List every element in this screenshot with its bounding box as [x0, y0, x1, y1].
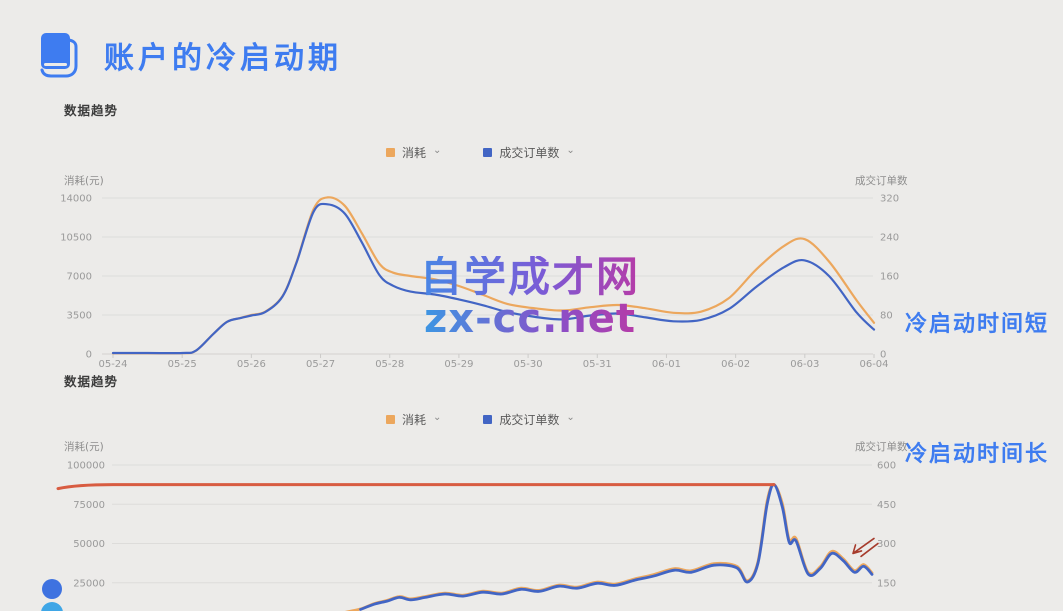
x-axis-tick-label: 06-01: [652, 359, 681, 370]
right-axis-tick-label: 450: [877, 500, 896, 511]
left-axis-tick-label: 10500: [60, 233, 92, 244]
side-note-long: 冷启动时间长: [905, 442, 1050, 467]
left-axis-tick-label: 100000: [67, 461, 105, 472]
left-axis-tick-label: 3500: [67, 311, 92, 322]
right-axis-tick-label: 80: [880, 311, 893, 322]
page-header: 账户的冷启动期: [36, 30, 342, 80]
legend-item-orders[interactable]: 成交订单数 ⌄: [483, 411, 575, 428]
right-axis-tick-label: 300: [877, 539, 896, 550]
right-axis-tick-label: 150: [877, 578, 896, 589]
left-axis-tick-label: 25000: [73, 578, 105, 589]
right-axis-tick-label: 240: [880, 233, 899, 244]
right-axis-tick-label: 0: [880, 350, 886, 361]
watermark-line-1: 自学成才网: [400, 255, 660, 299]
left-axis-title: 消耗(元): [64, 174, 104, 187]
legend-item-orders[interactable]: 成交订单数 ⌄: [483, 144, 575, 161]
right-axis-tick-label: 160: [880, 272, 899, 283]
decor-dot-dark-blue: [42, 579, 62, 599]
x-axis-tick-label: 05-29: [444, 359, 473, 370]
x-axis-tick-label: 06-03: [790, 359, 819, 370]
left-axis-tick-label: 7000: [67, 272, 92, 283]
trend-chart-short-coldstart: 0 3500 7000 10500 14000 0 80 160 240 320 消耗(元) 成交订单…: [60, 174, 908, 370]
series-line-spend: [344, 483, 874, 611]
orders-series-swatch: [483, 148, 493, 157]
x-axis-tick-label: 05-25: [168, 359, 197, 370]
x-axis-tick-label: 05-24: [98, 359, 127, 370]
right-axis-title: 成交订单数: [855, 174, 908, 187]
series-line-orders: [111, 202, 876, 355]
spend-series-swatch: [386, 415, 395, 424]
left-axis-tick-label: 14000: [60, 194, 92, 205]
x-axis-tick-label: 05-27: [306, 359, 335, 370]
page-title: 账户的冷启动期: [104, 41, 342, 76]
series-line-orders: [359, 483, 874, 611]
decor-dot-light-blue: [41, 602, 63, 611]
left-axis-tick-label: 75000: [73, 500, 105, 511]
spend-series-swatch: [386, 148, 395, 157]
x-axis-tick-label: 06-04: [859, 359, 888, 370]
cold-start-annotation-line: [56, 483, 776, 491]
legend-item-spend[interactable]: 消耗 ⌄: [386, 144, 441, 161]
side-note-short: 冷启动时间短: [905, 312, 1050, 337]
trend-chart-long-coldstart: 25000 50000 75000 100000 150 300 450 600 消耗(元) 成交…: [56, 440, 908, 611]
legend-label: 成交订单数: [499, 413, 560, 427]
right-axis-tick-label: 320: [880, 194, 899, 205]
legend-label: 消耗: [402, 413, 427, 427]
left-axis-tick-label: 50000: [73, 539, 105, 550]
orders-series-swatch: [483, 415, 493, 424]
chevron-down-icon[interactable]: ⌄: [433, 144, 442, 156]
watermark-line-2: zx-cc.net: [400, 299, 660, 340]
section-2-label: 数据趋势: [64, 374, 119, 389]
left-axis-tick-label: 0: [86, 350, 92, 361]
x-axis-tick-label: 05-28: [375, 359, 404, 370]
legend-label: 成交订单数: [499, 146, 560, 160]
legend-item-spend[interactable]: 消耗 ⌄: [386, 411, 441, 428]
book-icon: [40, 33, 78, 78]
chevron-down-icon[interactable]: ⌄: [566, 144, 575, 156]
right-axis-title: 成交订单数: [855, 440, 908, 453]
hand-drawn-arrow-icon: [852, 537, 879, 558]
chart-1-legend: 消耗 ⌄ 成交订单数 ⌄: [386, 144, 575, 161]
watermark: 自学成才网 zx-cc.net: [400, 255, 660, 340]
right-axis-tick-label: 600: [877, 461, 896, 472]
x-axis-tick-label: 05-26: [237, 359, 266, 370]
x-axis-tick-label: 05-30: [514, 359, 543, 370]
left-axis-title: 消耗(元): [64, 440, 104, 453]
section-1-label: 数据趋势: [64, 103, 119, 118]
x-axis-tick-label: 06-02: [721, 359, 750, 370]
x-axis-tick-label: 05-31: [583, 359, 612, 370]
chevron-down-icon[interactable]: ⌄: [566, 411, 575, 423]
chevron-down-icon[interactable]: ⌄: [433, 411, 442, 423]
legend-label: 消耗: [402, 146, 427, 160]
chart-2-legend: 消耗 ⌄ 成交订单数 ⌄: [386, 411, 575, 428]
